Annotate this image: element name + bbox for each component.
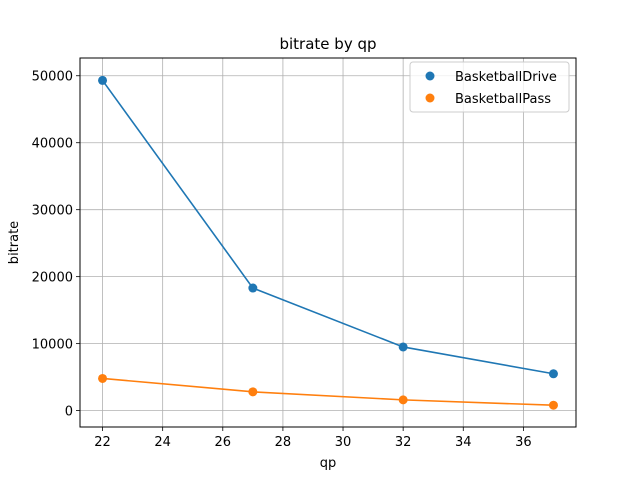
y-tick-label: 50000 [32,70,73,85]
y-tick-label: 20000 [32,271,73,286]
y-tick-label: 10000 [32,338,73,353]
legend-marker [425,93,435,103]
x-tick-label: 34 [455,435,472,450]
plot-frame [79,57,577,428]
x-tick-label: 30 [335,435,352,450]
series-line [101,79,554,375]
data-point [548,400,558,410]
x-tick-label: 24 [154,435,171,450]
y-tick-label: 40000 [32,137,73,152]
y-tick-label: 0 [65,405,73,420]
data-point [248,387,258,397]
data-point [98,75,108,85]
data-point [248,283,258,293]
series-BasketballDrive [98,75,558,379]
legend-marker [425,71,435,81]
x-axis-title: qp [320,456,337,471]
data-point [398,342,408,352]
ticks: 22 24 26 28 30 32 34 36 0 10000 20000 30000 40000 500… [32,70,532,450]
grid [80,58,576,427]
legend-label: BasketballPass [455,92,551,107]
chart-title: bitrate by qp [279,35,376,53]
data-point [548,369,558,379]
x-tick-label: 36 [515,435,532,450]
x-tick-label: 32 [395,435,412,450]
series-BasketballPass [98,373,558,410]
legend: BasketballDrive BasketballPass [409,61,570,113]
x-tick-label: 22 [94,435,111,450]
series-line [102,377,554,407]
x-tick-label: 28 [275,435,292,450]
legend-box [409,61,570,113]
data-point [398,395,408,405]
series-layer [98,75,558,410]
data-point [98,373,108,383]
legend-label: BasketballDrive [455,70,557,85]
y-tick-label: 30000 [32,204,73,219]
y-axis-title: bitrate [7,221,22,264]
x-tick-label: 26 [215,435,232,450]
